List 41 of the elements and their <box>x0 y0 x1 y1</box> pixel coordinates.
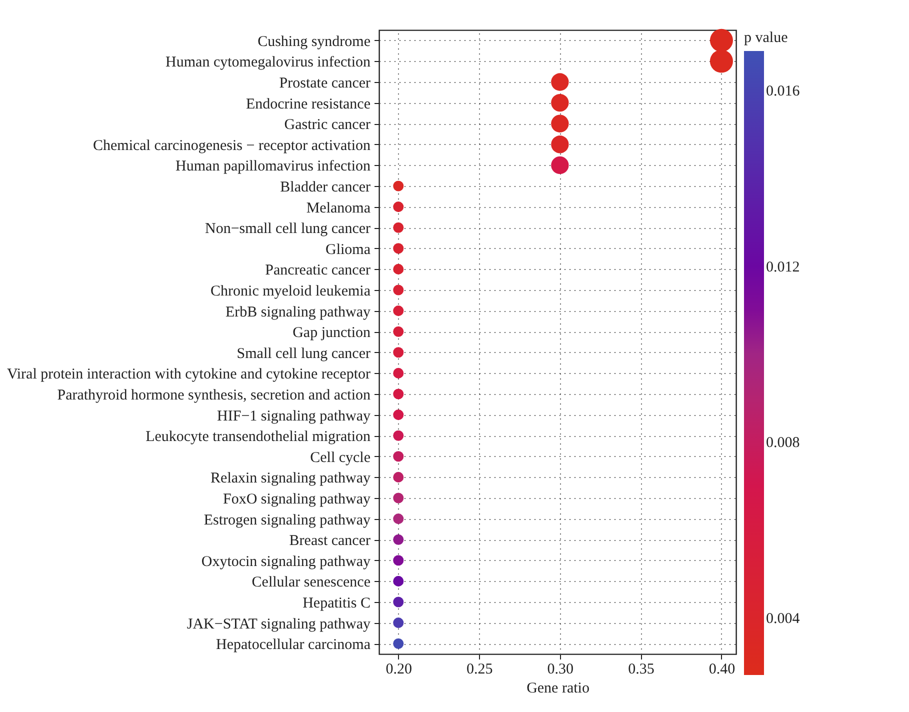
y-tick-label: Pancreatic cancer <box>265 262 370 279</box>
x-tick-label: 0.30 <box>547 662 574 678</box>
y-tick-label: Human cytomegalovirus infection <box>166 54 371 71</box>
y-tick-label: Melanoma <box>306 200 371 216</box>
y-tick-label: Cell cycle <box>310 450 371 466</box>
y-tick-label: Estrogen signaling pathway <box>204 512 371 528</box>
y-tick-label: Hepatocellular carcinoma <box>216 637 371 654</box>
x-tick-label: 0.20 <box>386 662 412 678</box>
x-tick-label: 0.35 <box>628 662 654 678</box>
y-tick-label: Cushing syndrome <box>258 34 371 50</box>
y-tick-label: Chronic myeloid leukemia <box>210 284 371 300</box>
color-bar-title: p value <box>744 30 788 46</box>
y-tick-label: Small cell lung cancer <box>236 346 370 362</box>
y-tick-label: Glioma <box>326 242 371 258</box>
color-bar-label: 0.016 <box>766 84 800 100</box>
y-tick-label: FoxO signaling pathway <box>223 492 371 508</box>
y-tick-label: Hepatitis C <box>302 596 370 612</box>
y-tick-label: Gastric cancer <box>284 117 370 134</box>
y-tick-label: ErbB signaling pathway <box>226 304 371 320</box>
y-tick-label: Prostate cancer <box>279 76 371 92</box>
color-bar-label: 0.004 <box>766 610 800 627</box>
y-tick-label: Leukocyte transendothelial migration <box>146 429 371 446</box>
y-tick-label: JAK−STAT signaling pathway <box>186 616 371 632</box>
y-tick-label: HIF−1 signaling pathway <box>217 408 371 424</box>
x-tick-label: 0.25 <box>466 662 493 678</box>
y-tick-label: Breast cancer <box>289 533 370 550</box>
y-tick-label: Viral protein interaction with cytokine and cytokine receptor <box>6 366 370 383</box>
x-axis-title: Gene ratio <box>526 680 590 696</box>
color-bar-label: 0.012 <box>766 259 800 276</box>
y-tick-label: Chemical carcinogenesis − receptor activation <box>92 138 371 154</box>
y-tick-label: Gap junction <box>292 325 371 342</box>
color-bar-label: 0.008 <box>766 435 800 452</box>
x-tick-label: 0.40 <box>708 662 736 678</box>
y-tick-label: Bladder cancer <box>280 180 371 196</box>
y-tick-label: Relaxin signaling pathway <box>210 470 371 487</box>
y-tick-label: Cellular senescence <box>252 574 371 591</box>
y-tick-label: Non−small cell lung cancer <box>205 221 371 238</box>
y-tick-label: Endocrine resistance <box>246 96 371 112</box>
y-tick-label: Parathyroid hormone synthesis, secretion and action <box>57 388 371 404</box>
y-tick-label: Human papillomavirus infection <box>176 158 371 175</box>
y-tick-label: Oxytocin signaling pathway <box>201 554 371 570</box>
